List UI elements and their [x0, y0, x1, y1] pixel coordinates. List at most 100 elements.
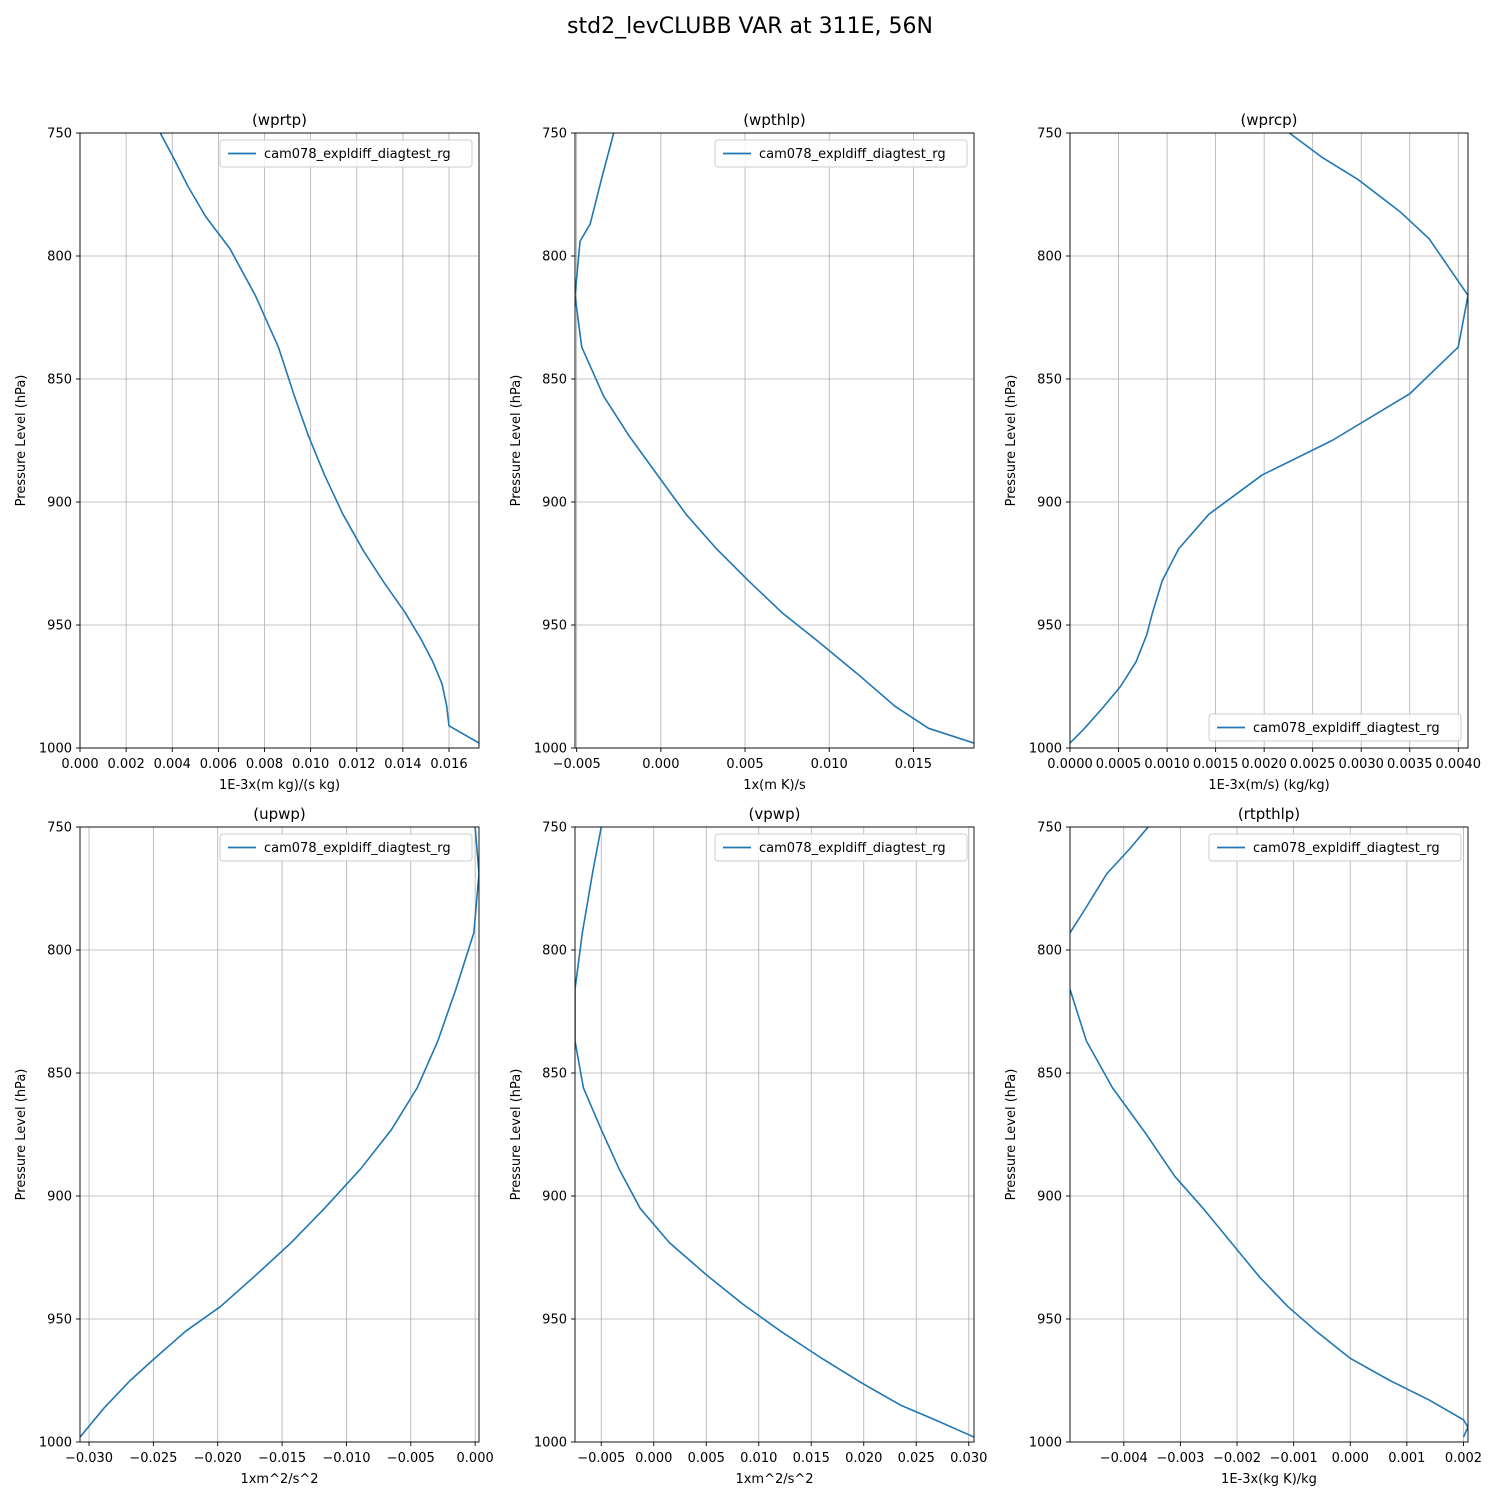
- y-tick-label: 900: [47, 1190, 72, 1205]
- y-tick-label: 850: [1037, 373, 1062, 388]
- legend: cam078_expldiff_diagtest_rg: [1208, 833, 1462, 862]
- x-axis-label: 1E-3x(kg K)/kg: [1221, 1472, 1317, 1487]
- legend: cam078_expldiff_diagtest_rg: [714, 139, 968, 168]
- x-tick-label: 0.020: [845, 1451, 882, 1466]
- legend-label: cam078_expldiff_diagtest_rg: [1253, 841, 1440, 856]
- x-tick-label: 0.008: [246, 757, 283, 772]
- x-tick-label: −0.001: [1270, 1451, 1318, 1466]
- x-tick-label: 0.004: [154, 757, 191, 772]
- series-line: [1070, 827, 1468, 1438]
- axes-frame: [574, 826, 975, 1443]
- y-tick-label: 1000: [39, 742, 72, 757]
- y-tick-label: 850: [542, 1067, 567, 1082]
- y-tick-label: 850: [542, 373, 567, 388]
- legend-label: cam078_expldiff_diagtest_rg: [1253, 721, 1440, 736]
- x-tick-label: −0.005: [553, 757, 601, 772]
- y-tick-label: 750: [542, 821, 567, 836]
- legend: cam078_expldiff_diagtest_rg: [219, 833, 473, 862]
- x-tick-label: −0.010: [322, 1451, 370, 1466]
- y-tick-label: 750: [1037, 821, 1062, 836]
- subplot-title: (wprtp): [252, 111, 307, 129]
- x-tick-label: 0.014: [384, 757, 421, 772]
- x-tick-label: 0.0010: [1144, 757, 1190, 772]
- y-tick-label: 950: [542, 619, 567, 634]
- legend-label: cam078_expldiff_diagtest_rg: [264, 841, 451, 856]
- legend-box: [1208, 833, 1462, 862]
- axes-frame: [1069, 132, 1469, 749]
- x-tick-label: 0.015: [895, 757, 932, 772]
- y-tick-label: 850: [1037, 1067, 1062, 1082]
- x-tick-label: 0.006: [200, 757, 237, 772]
- x-axis-label: 1xm^2/s^2: [735, 1472, 813, 1487]
- y-axis-label: Pressure Level (hPa): [1004, 1069, 1019, 1201]
- x-tick-label: 0.016: [430, 757, 467, 772]
- subplot-title: (wprcp): [1240, 111, 1297, 129]
- series-line: [1070, 133, 1468, 744]
- y-tick-label: 950: [47, 1313, 72, 1328]
- subplot-title: (upwp): [253, 805, 306, 823]
- x-tick-label: 0.025: [898, 1451, 935, 1466]
- y-axis-label: Pressure Level (hPa): [509, 375, 524, 507]
- y-axis-label: Pressure Level (hPa): [14, 1069, 29, 1201]
- axes-frame: [1069, 826, 1469, 1443]
- y-tick-label: 800: [542, 250, 567, 265]
- x-tick-label: −0.004: [1100, 1451, 1148, 1466]
- x-tick-label: −0.002: [1213, 1451, 1261, 1466]
- subplot-1: 0.000 0.002 0.004 0.006 0.008 0.010 0.012 0.014…: [14, 111, 480, 793]
- x-tick-label: 0.0035: [1387, 757, 1433, 772]
- y-tick-label: 900: [1037, 496, 1062, 511]
- y-axis-label: Pressure Level (hPa): [1004, 375, 1019, 507]
- x-tick-label: 0.000: [457, 1451, 494, 1466]
- y-tick-label: 850: [47, 373, 72, 388]
- legend-box: [1208, 713, 1462, 742]
- y-axis-label: Pressure Level (hPa): [14, 375, 29, 507]
- y-tick-label: 900: [542, 1190, 567, 1205]
- x-axis-label: 1x(m K)/s: [743, 778, 806, 793]
- x-tick-label: 0.0000: [1047, 757, 1093, 772]
- legend-label: cam078_expldiff_diagtest_rg: [759, 841, 946, 856]
- x-tick-label: 0.010: [811, 757, 848, 772]
- x-tick-label: −0.030: [65, 1451, 113, 1466]
- y-tick-label: 750: [47, 821, 72, 836]
- x-tick-label: 0.002: [1445, 1451, 1482, 1466]
- legend-label: cam078_expldiff_diagtest_rg: [759, 147, 946, 162]
- subplot-title: (vpwp): [749, 805, 801, 823]
- y-tick-label: 750: [47, 127, 72, 142]
- x-axis-label: 1E-3x(m kg)/(s kg): [219, 778, 340, 793]
- x-tick-label: 0.005: [726, 757, 763, 772]
- figure-title: std2_levCLUBB VAR at 311E, 56N: [567, 14, 933, 39]
- legend-box: [219, 833, 473, 862]
- x-tick-label: 0.001: [1388, 1451, 1425, 1466]
- x-tick-label: 0.000: [635, 1451, 672, 1466]
- y-tick-label: 900: [1037, 1190, 1062, 1205]
- x-tick-label: −0.025: [129, 1451, 177, 1466]
- y-tick-label: 1000: [1029, 1436, 1062, 1451]
- y-tick-label: 1000: [1029, 742, 1062, 757]
- legend: cam078_expldiff_diagtest_rg: [714, 833, 968, 862]
- legend-box: [219, 139, 473, 168]
- y-tick-label: 800: [47, 944, 72, 959]
- subplot-6: −0.004 −0.003 −0.002 −0.001 0.000 0.001 0.002 7…: [1004, 805, 1482, 1487]
- subplot-4: −0.030 −0.025 −0.020 −0.015 −0.010 −0.005 0.00…: [14, 805, 494, 1487]
- x-tick-label: 0.0025: [1290, 757, 1336, 772]
- series-line: [575, 133, 974, 744]
- x-tick-label: 0.010: [292, 757, 329, 772]
- x-tick-label: 0.000: [1332, 1451, 1369, 1466]
- subplot-title: (rtpthlp): [1238, 805, 1300, 823]
- y-tick-label: 1000: [39, 1436, 72, 1451]
- x-tick-label: 0.002: [108, 757, 145, 772]
- x-axis-label: 1xm^2/s^2: [240, 1472, 318, 1487]
- y-tick-label: 950: [1037, 1313, 1062, 1328]
- y-tick-label: 800: [542, 944, 567, 959]
- legend: cam078_expldiff_diagtest_rg: [219, 139, 473, 168]
- y-tick-label: 900: [47, 496, 72, 511]
- x-tick-label: −0.015: [258, 1451, 306, 1466]
- x-tick-label: 0.0030: [1338, 757, 1384, 772]
- subplot-3: 0.0000 0.0005 0.0010 0.0015 0.0020 0.0025 0.00…: [1004, 111, 1481, 793]
- legend-box: [714, 833, 968, 862]
- y-tick-label: 900: [542, 496, 567, 511]
- x-tick-label: 0.0005: [1096, 757, 1142, 772]
- axes-frame: [79, 826, 480, 1443]
- x-tick-label: 0.0040: [1436, 757, 1482, 772]
